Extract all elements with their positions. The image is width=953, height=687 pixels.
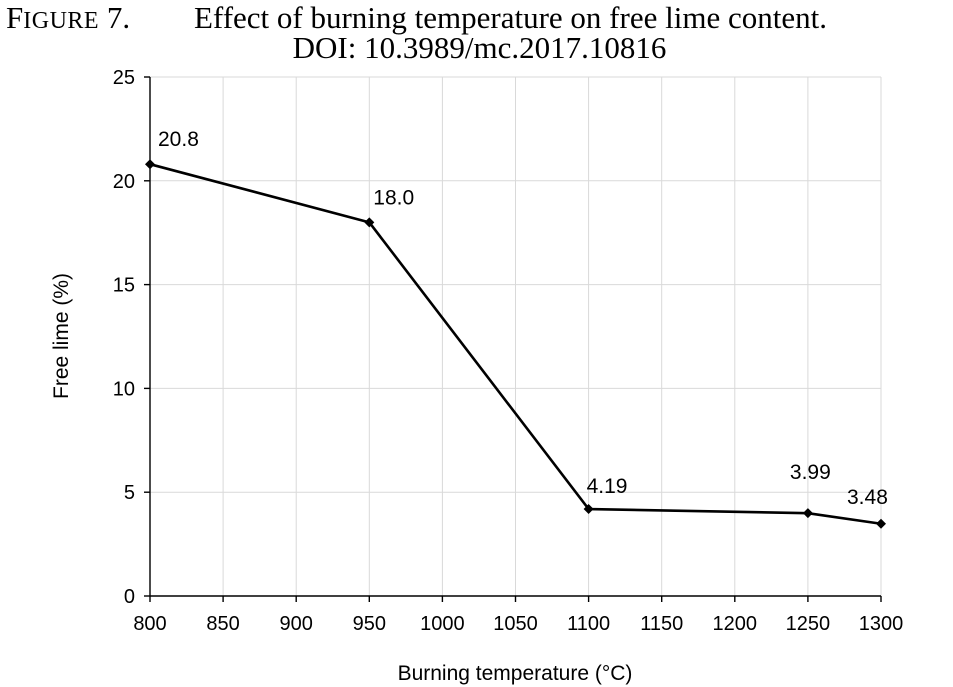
series-line xyxy=(145,159,886,529)
figure-label-initial: F xyxy=(6,0,24,35)
data-label: 4.19 xyxy=(587,475,628,498)
figure-title: Effect of burning temperature on free li… xyxy=(194,0,827,35)
caption-line-1: FIGURE 7. Effect of burning temperature … xyxy=(0,0,953,36)
data-point-marker xyxy=(364,217,375,228)
figure-doi: DOI: 10.3989/mc.2017.10816 xyxy=(292,30,667,65)
x-tick-label: 1050 xyxy=(493,613,538,635)
figure-label: FIGURE 7. xyxy=(6,0,130,39)
data-point-marker xyxy=(876,518,886,529)
x-tick-label: 1100 xyxy=(567,613,610,635)
x-tick-label: 850 xyxy=(206,613,239,635)
figure-label-number: 7. xyxy=(106,0,131,35)
data-point-marker xyxy=(583,504,594,515)
data-point-marker xyxy=(145,159,155,170)
y-tick-label: 20 xyxy=(113,171,135,193)
x-tick-label: 1000 xyxy=(420,613,465,635)
x-tick-label: 1150 xyxy=(640,613,683,635)
grid-lines xyxy=(150,76,882,596)
x-tick-label: 800 xyxy=(133,613,166,635)
data-label: 3.48 xyxy=(847,486,888,509)
x-tick-label: 1200 xyxy=(713,613,758,635)
axes xyxy=(144,76,882,602)
x-tick-label: 900 xyxy=(280,613,313,635)
x-axis-title: Burning temperature (°C) xyxy=(398,662,633,685)
y-axis-title: Free lime (%) xyxy=(50,273,73,399)
y-tick-label: 25 xyxy=(113,67,135,89)
x-tick-label: 1300 xyxy=(859,613,904,635)
y-tick-label: 10 xyxy=(113,378,135,400)
x-tick-label: 950 xyxy=(353,613,386,635)
figure-label-rest: IGURE xyxy=(23,8,100,34)
y-tick-label: 15 xyxy=(113,275,135,297)
x-tick-label: 1250 xyxy=(786,613,831,635)
y-tick-label: 5 xyxy=(124,482,135,504)
y-tick-labels: 0 5 10 15 20 25 xyxy=(113,67,135,608)
data-label: 3.99 xyxy=(790,461,831,484)
y-tick-label: 0 xyxy=(124,586,135,608)
data-label: 20.8 xyxy=(158,128,199,151)
x-tick-labels: 800 850 900 950 1000 1050 1100 1150 1200 1250 1300 xyxy=(133,613,903,635)
data-labels: 20.8 18.0 4.19 3.99 3.48 xyxy=(158,128,888,509)
data-point-marker xyxy=(802,508,813,519)
data-label: 18.0 xyxy=(373,186,414,209)
